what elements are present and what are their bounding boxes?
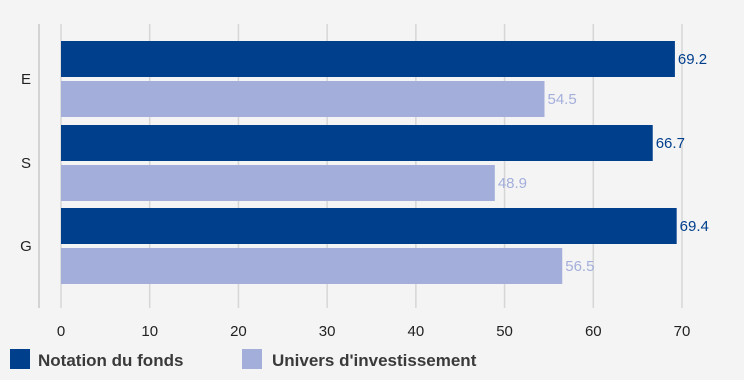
legend-label-series-0: Notation du fonds [38,351,183,370]
data-label-S-series-1: 48.9 [498,175,527,192]
category-label-G: G [20,238,32,255]
x-tick-label: 10 [141,323,158,340]
x-tick-label: 50 [496,323,513,340]
bar-G-series-0 [61,208,677,244]
x-tick-label: 20 [230,323,247,340]
legend: Notation du fonds Univers d'investissemen… [10,349,477,370]
legend-swatch-series-1 [242,349,262,369]
legend-swatch-series-0 [10,349,30,369]
data-label-G-series-1: 56.5 [565,258,594,275]
x-tick-label: 60 [585,323,602,340]
bar-S-series-0 [61,125,653,161]
x-tick-label: 70 [674,323,691,340]
data-labels: 69.2 54.5 66.7 48.9 69.4 56.5 [498,51,709,275]
x-tick-label: 30 [319,323,336,340]
data-label-G-series-0: 69.4 [680,218,709,235]
data-label-S-series-0: 66.7 [656,135,685,152]
bar-E-series-1 [61,81,545,117]
bar-G-series-1 [61,248,563,284]
x-tick-label: 40 [408,323,425,340]
data-label-E-series-0: 69.2 [678,51,707,68]
bar-S-series-1 [61,165,495,201]
category-label-S: S [21,155,31,172]
x-tick-label: 0 [57,323,65,340]
bar-E-series-0 [61,41,675,77]
legend-label-series-1: Univers d'investissement [272,351,477,370]
category-label-E: E [21,71,31,88]
x-axis-tick-labels: 0 10 20 30 40 50 60 70 [57,323,691,340]
category-labels: E S G [20,71,32,255]
data-label-E-series-1: 54.5 [547,91,576,108]
bars [61,41,677,284]
